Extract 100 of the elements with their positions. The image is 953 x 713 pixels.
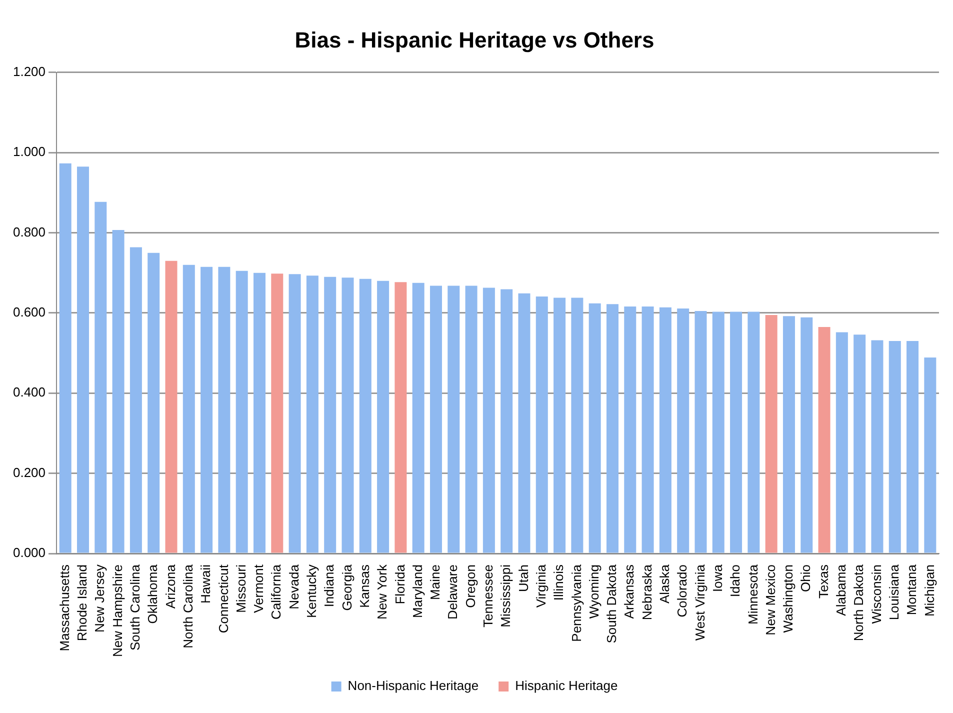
x-tick-label: Alabama <box>834 564 849 616</box>
x-tick-label: West Virginia <box>692 564 708 641</box>
bar <box>536 296 548 553</box>
bar <box>871 340 884 553</box>
y-tick-label: 0.800 <box>12 224 46 240</box>
x-tick-label: Rhode Island <box>74 564 90 642</box>
bar <box>818 326 830 553</box>
x-tick-label: New Jersey <box>92 564 108 632</box>
y-tick-label: 0.000 <box>12 545 46 560</box>
x-tick-label: Vermont <box>251 564 266 613</box>
bar <box>394 282 407 553</box>
bar <box>254 272 266 553</box>
bar <box>59 163 72 553</box>
y-tick-label: 0.400 <box>12 384 46 400</box>
bar <box>377 280 390 553</box>
bar <box>412 282 424 553</box>
x-tick-label: Iowa <box>710 564 725 592</box>
bar <box>730 312 742 553</box>
bar <box>165 260 178 553</box>
x-tick-label: California <box>268 564 284 620</box>
x-tick-label: Tennessee <box>480 564 496 628</box>
x-tick-label: Delaware <box>445 564 460 620</box>
bar <box>482 288 495 553</box>
x-tick-label: Utah <box>516 564 531 592</box>
x-tick-label: Kentucky <box>304 564 320 618</box>
x-tick-label: Pennsylvania <box>568 564 584 642</box>
bar <box>430 286 442 553</box>
x-tick-label: Idaho <box>728 564 743 598</box>
x-tick-label: New Hampshire <box>110 564 125 658</box>
x-tick-label: Texas <box>816 564 831 598</box>
bar <box>694 310 707 553</box>
x-tick-label: Louisiana <box>886 564 902 620</box>
bar <box>800 317 813 553</box>
x-tick-label: North Carolina <box>180 564 196 648</box>
bar <box>94 202 107 553</box>
bar <box>659 307 672 553</box>
bar <box>836 332 848 553</box>
x-tick-label: Michigan <box>922 564 937 617</box>
y-tick-label: 1.200 <box>12 64 46 79</box>
x-tick-label: Maine <box>428 564 443 600</box>
x-tick-label: Maryland <box>410 564 425 618</box>
x-tick-label: Arizona <box>162 564 178 609</box>
x-tick-label: Georgia <box>339 564 354 611</box>
bar <box>906 341 919 553</box>
bar <box>130 247 142 553</box>
x-tick-label: New Mexico <box>762 564 778 636</box>
x-tick-label: Massachusetts <box>56 564 72 652</box>
bar <box>200 266 213 553</box>
x-tick-label: Hawaii <box>198 564 214 604</box>
y-tick-label: 0.200 <box>12 464 46 480</box>
bar <box>924 357 936 553</box>
bar <box>571 298 584 553</box>
x-tick-label: Oregon <box>462 564 478 608</box>
legend-label: Non-Hispanic Heritage <box>348 678 479 694</box>
bar <box>77 166 90 553</box>
bar <box>782 316 795 553</box>
bar <box>359 278 372 553</box>
x-tick-label: Missouri <box>233 564 248 613</box>
bar <box>236 270 248 553</box>
x-tick-label: Wisconsin <box>868 564 884 624</box>
bar <box>606 304 618 553</box>
x-tick-label: South Dakota <box>604 564 620 644</box>
bar <box>765 314 778 553</box>
x-tick-label: Arkansas <box>622 564 637 619</box>
x-tick-label: Kansas <box>356 564 372 608</box>
bar <box>588 303 601 553</box>
bar <box>677 308 690 553</box>
bar <box>271 274 284 553</box>
y-tick-label: 0.600 <box>12 304 46 320</box>
x-tick-label: Indiana <box>322 564 337 608</box>
bar <box>888 341 901 553</box>
x-tick-label: North Dakota <box>851 564 866 642</box>
bar <box>624 306 636 553</box>
x-tick-label: Montana <box>904 564 920 616</box>
x-tick-label: Colorado <box>674 564 690 618</box>
bar <box>306 276 318 553</box>
x-tick-label: Illinois <box>551 564 566 601</box>
x-tick-label: Nevada <box>286 564 302 610</box>
bar <box>148 252 160 553</box>
bar <box>218 266 230 553</box>
y-tick-label: 1.000 <box>12 144 46 160</box>
x-tick-label: Connecticut <box>216 564 231 634</box>
legend-label: Hispanic Heritage <box>515 678 618 694</box>
x-tick-label: Alaska <box>657 564 672 604</box>
x-tick-label: Washington <box>780 564 796 633</box>
bar <box>854 334 866 553</box>
x-tick-label: Wyoming <box>586 564 602 619</box>
bar <box>288 274 301 553</box>
x-tick-label: Ohio <box>798 564 814 592</box>
x-tick-label: Florida <box>392 564 408 604</box>
bar <box>748 312 760 553</box>
bar <box>112 230 124 553</box>
x-tick-label: Mississippi <box>498 564 514 628</box>
bar <box>182 264 195 553</box>
chart-title: Bias - Hispanic Heritage vs Others <box>294 27 654 52</box>
x-tick-label: Nebraska <box>639 564 654 620</box>
bar <box>712 312 724 553</box>
x-tick-label: South Carolina <box>128 564 143 651</box>
x-tick-label: Minnesota <box>745 564 760 625</box>
x-tick-label: New York <box>374 564 390 620</box>
